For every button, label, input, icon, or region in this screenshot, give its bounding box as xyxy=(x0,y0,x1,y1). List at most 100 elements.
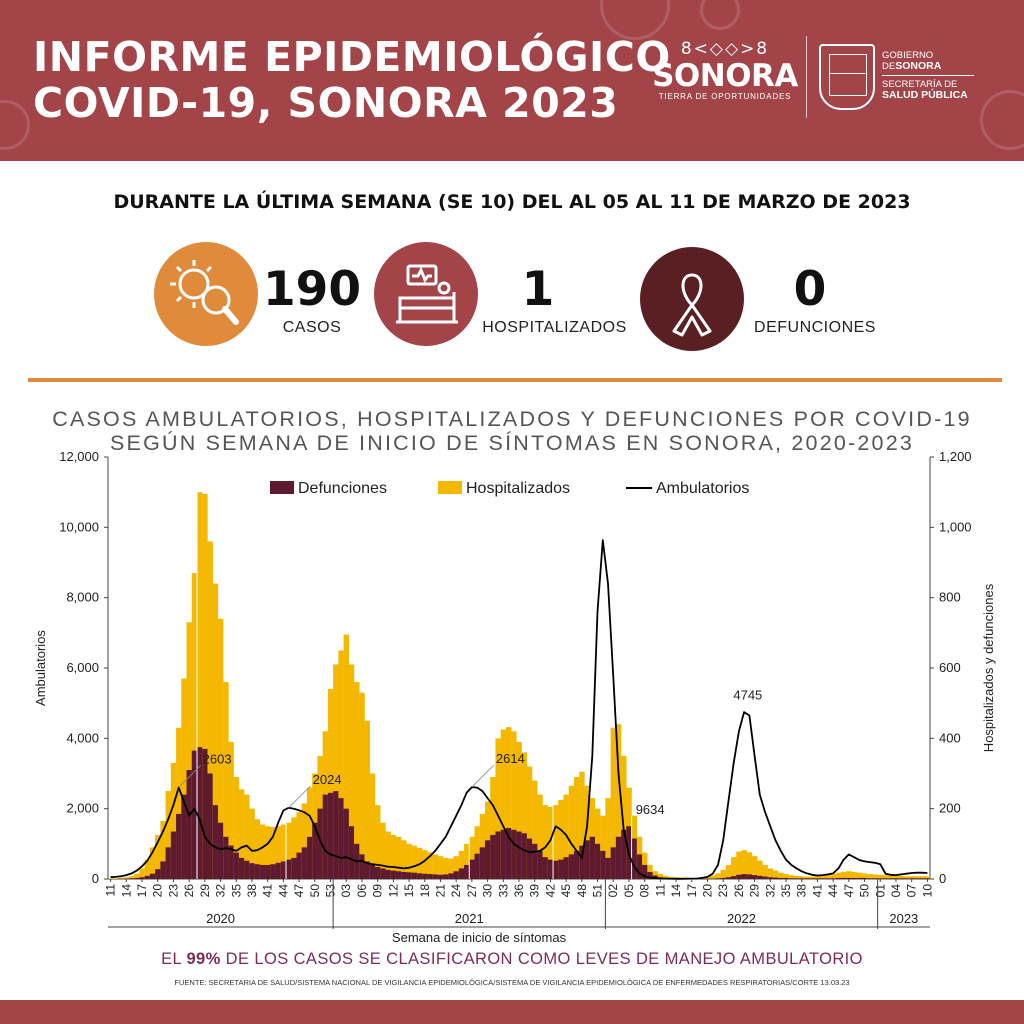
hospitalized-bar xyxy=(547,806,554,879)
deaths-bar xyxy=(799,878,805,879)
hospitalized-bar xyxy=(212,583,219,879)
deaths-bar xyxy=(558,859,564,879)
hospitalized-bar xyxy=(411,845,418,879)
hospitalized-bar xyxy=(286,822,292,879)
deaths-bar xyxy=(579,845,585,879)
peak-annotation: 2024 xyxy=(313,772,342,787)
virus-decoration-icon xyxy=(0,100,30,150)
x-tick-label: 35 xyxy=(779,884,793,898)
hospitalized-bar xyxy=(877,874,884,879)
hospitalized-bar xyxy=(872,874,878,879)
hospitalized-bar xyxy=(532,780,538,879)
hospitalized-bar xyxy=(537,794,543,879)
gov-line-2-prefix: DE xyxy=(882,61,896,72)
deaths-bar xyxy=(479,847,486,879)
hospitalized-bar xyxy=(265,826,271,879)
hospitalized-bar xyxy=(197,492,203,879)
x-tick-label: 26 xyxy=(182,884,196,898)
x-tick-label: 33 xyxy=(496,884,510,898)
deaths-bar xyxy=(594,843,601,879)
hospitalized-bar xyxy=(343,634,350,879)
right-tick-label: 200 xyxy=(939,801,961,816)
x-tick-label: 36 xyxy=(512,884,526,898)
x-tick-label: 24 xyxy=(449,884,463,898)
x-tick-label: 20 xyxy=(700,884,714,898)
deaths-bar xyxy=(511,829,517,879)
deaths-bar xyxy=(149,873,156,879)
deaths-bar xyxy=(254,864,261,879)
hospitalized-bar xyxy=(846,871,852,879)
deaths-bar xyxy=(621,829,627,879)
hospitalized-bar xyxy=(495,738,501,879)
deaths-bar xyxy=(861,877,868,879)
annotation-leader xyxy=(178,765,201,788)
hospitalized-bar xyxy=(479,813,486,879)
deaths-bar xyxy=(804,878,810,879)
deaths-bar xyxy=(741,874,747,879)
peak-annotation: 2614 xyxy=(496,751,525,766)
left-tick-label: 10,000 xyxy=(59,519,99,534)
deaths-bar xyxy=(170,831,177,879)
deaths-bar xyxy=(490,835,496,879)
hospitalized-bar xyxy=(799,876,805,879)
peak-annotation: 4745 xyxy=(733,687,762,702)
hospitalized-bar xyxy=(155,835,161,879)
deaths-bar xyxy=(835,877,842,879)
hospitalized-bar xyxy=(369,773,376,879)
hospitalized-bar xyxy=(511,731,517,879)
deaths-bar xyxy=(484,840,491,879)
deaths-bar xyxy=(532,843,538,879)
x-tick-label: 04 xyxy=(889,884,903,898)
legend-label-defunciones: Defunciones xyxy=(298,480,387,497)
bottom-bar xyxy=(0,1000,1024,1024)
deaths-bar xyxy=(825,878,831,879)
x-tick-label: 20 xyxy=(151,884,165,898)
deaths-bar xyxy=(317,808,323,879)
gov-divider xyxy=(882,75,974,76)
hospitalized-bar xyxy=(924,876,931,879)
hospitalized-bar xyxy=(223,682,229,879)
deaths-bar xyxy=(401,871,407,879)
deaths-bar xyxy=(924,878,931,879)
hospitalized-bar xyxy=(893,875,899,879)
deaths-bar xyxy=(238,857,245,879)
x-tick-label: 48 xyxy=(575,884,589,898)
deaths-bar xyxy=(814,878,821,879)
hospitalized-bar xyxy=(448,858,454,879)
deaths-bar xyxy=(128,878,135,879)
deaths-bar xyxy=(217,822,224,879)
x-tick-label: 32 xyxy=(214,884,228,898)
left-tick-label: 6,000 xyxy=(66,660,99,675)
hospitalized-bar xyxy=(139,868,145,879)
hospitalized-bar xyxy=(118,877,124,879)
hospitalized-bar xyxy=(275,826,281,879)
hospitalized-bar xyxy=(615,724,622,879)
hospitalized-bar xyxy=(134,873,140,879)
deaths-bar xyxy=(830,878,836,879)
year-label: 2022 xyxy=(727,911,756,926)
x-tick-label: 39 xyxy=(528,884,542,898)
x-tick-label: 51 xyxy=(591,884,605,898)
cases-circle xyxy=(154,242,258,346)
footnote: EL 99% DE LOS CASOS SE CLASIFICARON COMO… xyxy=(0,950,1024,969)
deaths-bar xyxy=(432,874,439,879)
hospitalized-bar xyxy=(375,805,381,879)
epidemic-chart: 0 2,000 4,000 6,000 8,000 10,000 12,000 0 200 400… xyxy=(33,449,996,945)
hospitalized-bar xyxy=(788,875,795,879)
x-tick-label: 35 xyxy=(229,884,243,898)
right-tick-label: 1,200 xyxy=(939,449,972,464)
x-tick-label: 27 xyxy=(465,884,479,898)
x-tick-label: 23 xyxy=(716,884,730,898)
hospitalized-bar xyxy=(741,850,747,879)
deaths-bar xyxy=(333,791,339,879)
hospitalized-bar xyxy=(238,789,245,879)
footnote-post: DE LOS CASOS SE CLASIFICARON COMO LEVES … xyxy=(220,950,863,968)
hospitalized-bar xyxy=(710,875,716,879)
deaths-bar xyxy=(893,878,899,879)
hospitalized-bar xyxy=(809,876,816,879)
deaths-bar xyxy=(736,874,742,879)
hospitalized-bar xyxy=(516,741,522,879)
logo-name: SONORA xyxy=(652,58,798,94)
hospitalized-bar xyxy=(610,727,617,879)
deaths-bar xyxy=(647,871,653,879)
